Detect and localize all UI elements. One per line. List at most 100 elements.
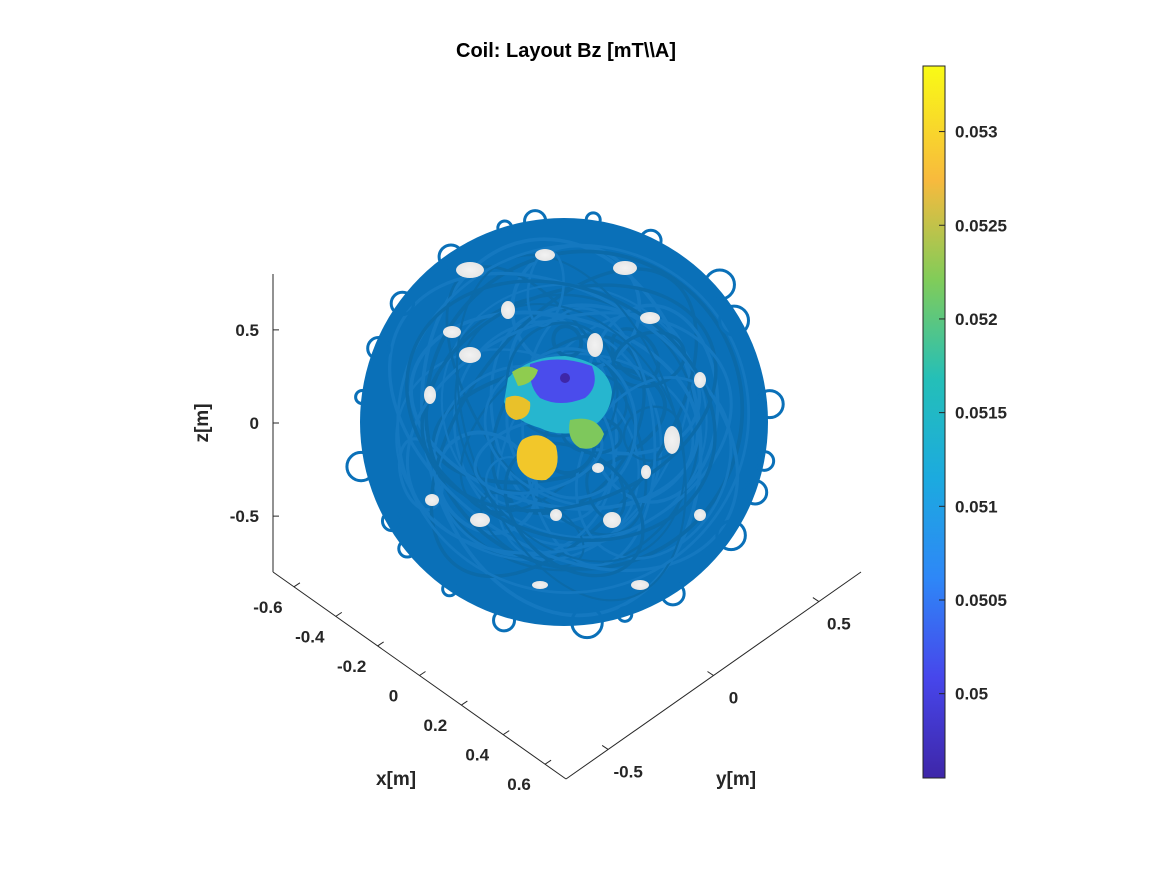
y-tick-group: -0.5 0 0.5 <box>601 597 851 781</box>
x-tick-mark <box>377 641 384 647</box>
coil-rim-loop <box>389 290 416 317</box>
coil-loop <box>505 347 638 500</box>
y-tick-label: -0.5 <box>613 762 642 781</box>
coil-gap <box>550 509 562 521</box>
field-patch-high-left <box>505 395 531 420</box>
coil-gap <box>664 426 680 454</box>
x-tick-label: -0.4 <box>295 627 325 646</box>
y-tick-mark <box>812 597 820 602</box>
coil-gap <box>631 580 649 590</box>
coil-gap <box>470 513 490 527</box>
y-tick-mark <box>707 671 714 676</box>
x-tick-label: 0.6 <box>507 775 531 794</box>
coil-loop <box>622 405 683 462</box>
field-patch-mid-right <box>569 418 604 449</box>
coil-rim-loop <box>492 608 517 633</box>
x-tick-mark <box>419 671 426 676</box>
coil-gap <box>613 261 637 275</box>
colorbar-tick-group: 0.05 0.0505 0.051 0.0515 0.052 0.0525 0.053 <box>939 123 1007 704</box>
coil-gap <box>587 333 603 357</box>
coil-rim-loop <box>660 580 686 607</box>
field-min-spot <box>560 373 570 383</box>
coil-loop <box>405 279 717 543</box>
coil-loop <box>551 324 584 359</box>
z-tick-label: 0.5 <box>235 321 259 340</box>
coil-gap <box>532 581 548 589</box>
x-tick-label: -0.2 <box>337 657 366 676</box>
coil-rim-loop <box>703 268 736 301</box>
z-axis-label: z[m] <box>192 403 213 442</box>
x-tick-label: -0.6 <box>253 598 282 617</box>
y-tick-mark <box>601 745 609 750</box>
x-tick-mark <box>335 611 343 617</box>
colorbar: 0.05 0.0505 0.051 0.0515 0.052 0.0525 0.053 <box>922 65 1007 779</box>
coil-rim-loop <box>441 580 458 598</box>
coil-loop <box>454 303 686 563</box>
coil-rim-loop <box>523 209 548 234</box>
coil-gap <box>425 494 439 506</box>
x-axis-label: x[m] <box>376 769 416 790</box>
colorbar-tick-label: 0.0505 <box>955 591 1007 610</box>
colorbar-tick-label: 0.051 <box>955 497 998 516</box>
coil-rim-loop <box>741 479 769 506</box>
coil-rim-loop <box>354 389 371 406</box>
coil-gap <box>443 326 461 338</box>
coil-gap <box>535 249 555 261</box>
coil-gap <box>641 465 651 479</box>
coil-wire-sphere <box>345 209 785 640</box>
coil-rim-loop <box>718 304 750 337</box>
coil-loop <box>396 243 751 595</box>
x-tick-mark <box>544 759 552 765</box>
coil-gap <box>592 463 604 473</box>
x-tick-mark <box>461 700 468 706</box>
x-tick-mark <box>293 582 301 588</box>
colorbar-gradient <box>922 65 946 779</box>
coil-rim-loop <box>715 519 747 552</box>
y-tick-label: 0.5 <box>827 615 851 634</box>
z-tick-label: -0.5 <box>230 507 259 526</box>
coil-gap <box>424 386 436 404</box>
x-tick-label: 0.2 <box>424 716 448 735</box>
coil-gap <box>501 301 515 319</box>
coil-rim-loop <box>397 538 418 559</box>
coil-loop <box>409 310 700 511</box>
y-axis-label: y[m] <box>716 769 756 790</box>
coil-rim-loop <box>754 389 785 420</box>
coil-loop <box>503 441 645 578</box>
coil-rim-loop <box>437 243 465 271</box>
coil-gap <box>640 312 660 324</box>
coil-rim-loop <box>753 450 776 472</box>
coil-rim-loop <box>616 606 634 623</box>
coil-rim-loop <box>638 228 663 253</box>
coil-rim-loop <box>570 605 604 640</box>
coil-gap <box>456 262 484 278</box>
field-surface <box>504 356 612 481</box>
colorbar-tick-label: 0.0515 <box>955 404 1007 423</box>
coil-loop <box>483 352 695 509</box>
coil-gap <box>694 509 706 521</box>
colorbar-tick-label: 0.052 <box>955 310 998 329</box>
x-tick-label: 0 <box>389 687 398 706</box>
colorbar-tick-label: 0.053 <box>955 123 998 142</box>
coil-rim-loop <box>496 219 514 237</box>
coil-gap <box>694 372 706 388</box>
field-patch-mid-top <box>512 366 538 386</box>
z-tick-label: 0 <box>250 414 259 433</box>
coil-gap <box>459 347 481 363</box>
coil-rim-loop <box>345 450 377 483</box>
colorbar-tick-label: 0.05 <box>955 685 988 704</box>
z-tick-group: -0.5 0 0.5 <box>230 321 279 526</box>
colorbar-tick-label: 0.0525 <box>955 216 1007 235</box>
y-tick-label: 0 <box>729 689 738 708</box>
coil-rim-loop <box>380 510 403 533</box>
coil-loop <box>505 321 617 438</box>
field-patch-high-bottom <box>516 435 558 481</box>
x-tick-mark <box>502 730 510 736</box>
coil-rim-loop <box>584 211 602 229</box>
x-tick-label: 0.4 <box>465 746 489 765</box>
coil-rim-loop <box>366 335 391 361</box>
coil-gaps <box>424 249 706 590</box>
coil-gap <box>603 512 621 528</box>
chart-title: Coil: Layout Bz [mT\\A] <box>456 40 676 62</box>
